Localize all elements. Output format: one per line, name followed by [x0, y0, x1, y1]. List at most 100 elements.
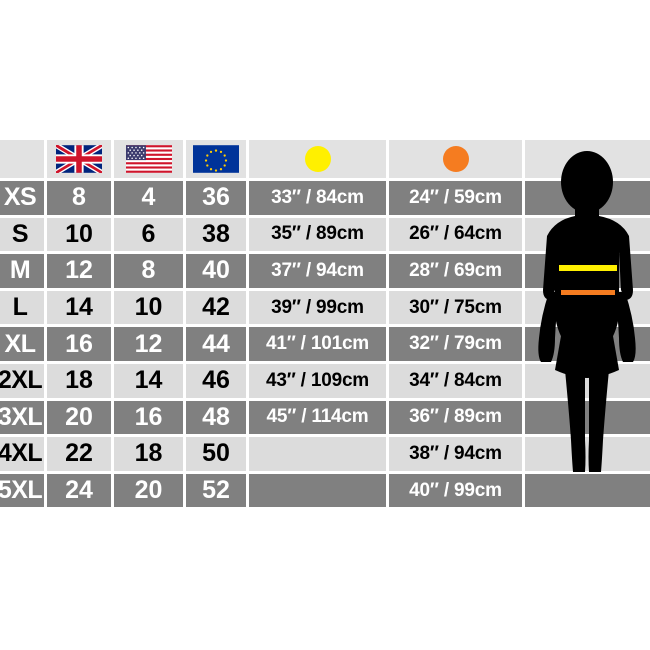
cell-size: 2XL [0, 363, 44, 398]
cell-waist: 30″ / 75cm [389, 290, 522, 325]
cell-us-size: 14 [114, 363, 183, 398]
cell-size: XL [0, 327, 44, 361]
orange-dot-icon [442, 146, 469, 172]
column-gutter [183, 254, 186, 288]
cell-waist: 40″ / 99cm [389, 473, 522, 508]
column-gutter [183, 400, 186, 435]
cell-figure-backdrop [525, 437, 650, 471]
cell-eu-size: 44 [186, 327, 246, 361]
column-gutter [44, 437, 47, 471]
yellow-dot-icon [304, 146, 331, 172]
cell-size: M [0, 254, 44, 288]
cell-size: XS [0, 181, 44, 215]
cell-bust [249, 437, 386, 471]
column-gutter [111, 254, 114, 288]
column-gutter [522, 181, 525, 215]
cell-size: 4XL [0, 437, 44, 471]
column-gutter [183, 363, 186, 398]
column-gutter [183, 217, 186, 252]
cell-us-size: 8 [114, 254, 183, 288]
column-gutter [246, 327, 249, 361]
cell-figure-backdrop [525, 473, 650, 508]
column-gutter [522, 327, 525, 361]
cell-uk-size: 20 [47, 400, 111, 435]
cell-waist: 34″ / 84cm [389, 363, 522, 398]
table-row: 2XL 18 14 46 43″ / 109cm 34″ / 84cm [0, 363, 650, 398]
cell-uk-size: 18 [47, 363, 111, 398]
cell-us-size: 12 [114, 327, 183, 361]
column-gutter [44, 400, 47, 435]
column-gutter [111, 400, 114, 435]
column-gutter [111, 437, 114, 471]
column-gutter [111, 181, 114, 215]
column-gutter [522, 473, 525, 508]
column-gutter [386, 473, 389, 508]
header-cell-bust [249, 140, 386, 178]
column-gutter [246, 400, 249, 435]
header-cell-size [0, 140, 44, 178]
column-gutter [111, 217, 114, 252]
cell-bust: 33″ / 84cm [249, 181, 386, 215]
column-gutter [111, 290, 114, 325]
header-cell-waist [389, 140, 522, 178]
column-gutter [386, 290, 389, 325]
cell-uk-size: 10 [47, 217, 111, 252]
column-gutter [44, 254, 47, 288]
table-row: 4XL 22 18 50 38″ / 94cm [0, 437, 650, 471]
column-gutter [246, 290, 249, 325]
column-gutter [111, 140, 114, 178]
table-row: S 10 6 38 35″ / 89cm 26″ / 64cm [0, 217, 650, 252]
cell-eu-size: 52 [186, 473, 246, 508]
cell-figure-backdrop [525, 400, 650, 435]
eu-flag-icon [193, 145, 239, 173]
column-gutter [386, 217, 389, 252]
column-gutter [522, 140, 525, 178]
table-row: 3XL 20 16 48 45″ / 114cm 36″ / 89cm [0, 400, 650, 435]
column-gutter [386, 400, 389, 435]
column-gutter [44, 327, 47, 361]
column-gutter [246, 181, 249, 215]
column-gutter [386, 363, 389, 398]
column-gutter [183, 140, 186, 178]
column-gutter [386, 140, 389, 178]
column-gutter [44, 181, 47, 215]
cell-us-size: 10 [114, 290, 183, 325]
cell-bust [249, 473, 386, 508]
column-gutter [246, 363, 249, 398]
column-gutter [522, 290, 525, 325]
bust-marker-line [559, 265, 617, 271]
cell-size: L [0, 290, 44, 325]
column-gutter [183, 290, 186, 325]
cell-uk-size: 22 [47, 437, 111, 471]
cell-us-size: 18 [114, 437, 183, 471]
column-gutter [246, 437, 249, 471]
cell-uk-size: 14 [47, 290, 111, 325]
column-gutter [246, 217, 249, 252]
cell-bust: 35″ / 89cm [249, 217, 386, 252]
cell-eu-size: 48 [186, 400, 246, 435]
cell-eu-size: 42 [186, 290, 246, 325]
us-flag-icon [125, 145, 172, 173]
column-gutter [522, 254, 525, 288]
column-gutter [183, 327, 186, 361]
column-gutter [183, 181, 186, 215]
table-header-row [0, 140, 650, 178]
column-gutter [386, 327, 389, 361]
cell-waist: 32″ / 79cm [389, 327, 522, 361]
female-figure-icon [538, 151, 636, 472]
cell-waist: 26″ / 64cm [389, 217, 522, 252]
column-gutter [246, 140, 249, 178]
cell-uk-size: 16 [47, 327, 111, 361]
uk-flag-icon [56, 145, 102, 173]
column-gutter [44, 363, 47, 398]
column-gutter [183, 473, 186, 508]
column-gutter [111, 473, 114, 508]
column-gutter [246, 254, 249, 288]
header-cell-uk [47, 140, 111, 178]
table-row: 5XL 24 20 52 40″ / 99cm [0, 473, 650, 508]
cell-uk-size: 24 [47, 473, 111, 508]
column-gutter [386, 181, 389, 215]
cell-bust: 41″ / 101cm [249, 327, 386, 361]
column-gutter [183, 437, 186, 471]
column-gutter [44, 473, 47, 508]
